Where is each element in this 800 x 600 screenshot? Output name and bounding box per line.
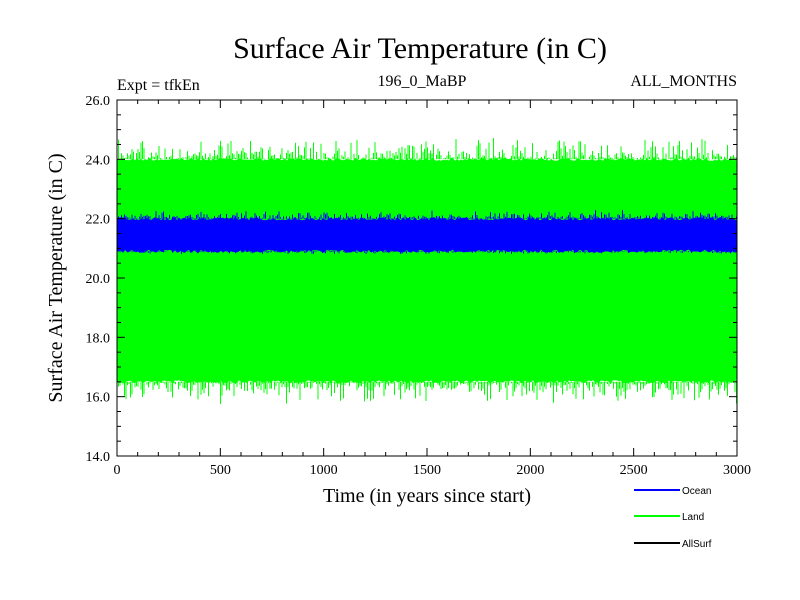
y-axis-label: Surface Air Temperature (in C) bbox=[45, 153, 67, 402]
months-label: ALL_MONTHS bbox=[630, 73, 737, 90]
y-tick-label: 14.0 bbox=[86, 450, 111, 465]
x-tick-label: 2000 bbox=[516, 463, 544, 478]
y-tick-label: 20.0 bbox=[86, 272, 111, 287]
legend-label-ocean: Ocean bbox=[682, 486, 711, 497]
chart-title: Surface Air Temperature (in C) bbox=[233, 32, 607, 65]
x-axis-label: Time (in years since start) bbox=[323, 485, 531, 507]
series-ocean-band bbox=[117, 217, 737, 253]
x-tick-label: 1500 bbox=[413, 463, 441, 478]
axes: 0 500 1000 1500 2000 2500 3000 14.0 16.0 18.0 20.0… bbox=[86, 94, 752, 478]
y-tick-label: 22.0 bbox=[86, 213, 111, 228]
period-label: 196_0_MaBP bbox=[378, 73, 467, 90]
experiment-label: Expt = tfkEn bbox=[117, 77, 200, 94]
series-land-band bbox=[117, 157, 737, 384]
x-tick-label: 1000 bbox=[310, 463, 338, 478]
y-tick-label: 24.0 bbox=[86, 153, 111, 168]
x-tick-label: 500 bbox=[210, 463, 231, 478]
legend: Ocean Land AllSurf bbox=[634, 486, 712, 550]
plot-data bbox=[116, 138, 737, 404]
legend-label-allsurf: AllSurf bbox=[682, 539, 712, 550]
y-tick-label: 18.0 bbox=[86, 331, 111, 346]
x-tick-label: 3000 bbox=[723, 463, 751, 478]
y-tick-label: 26.0 bbox=[86, 94, 111, 109]
y-tick-label: 16.0 bbox=[86, 391, 111, 406]
x-tick-label: 0 bbox=[114, 463, 121, 478]
x-tick-label: 2500 bbox=[620, 463, 648, 478]
legend-label-land: Land bbox=[682, 512, 704, 523]
